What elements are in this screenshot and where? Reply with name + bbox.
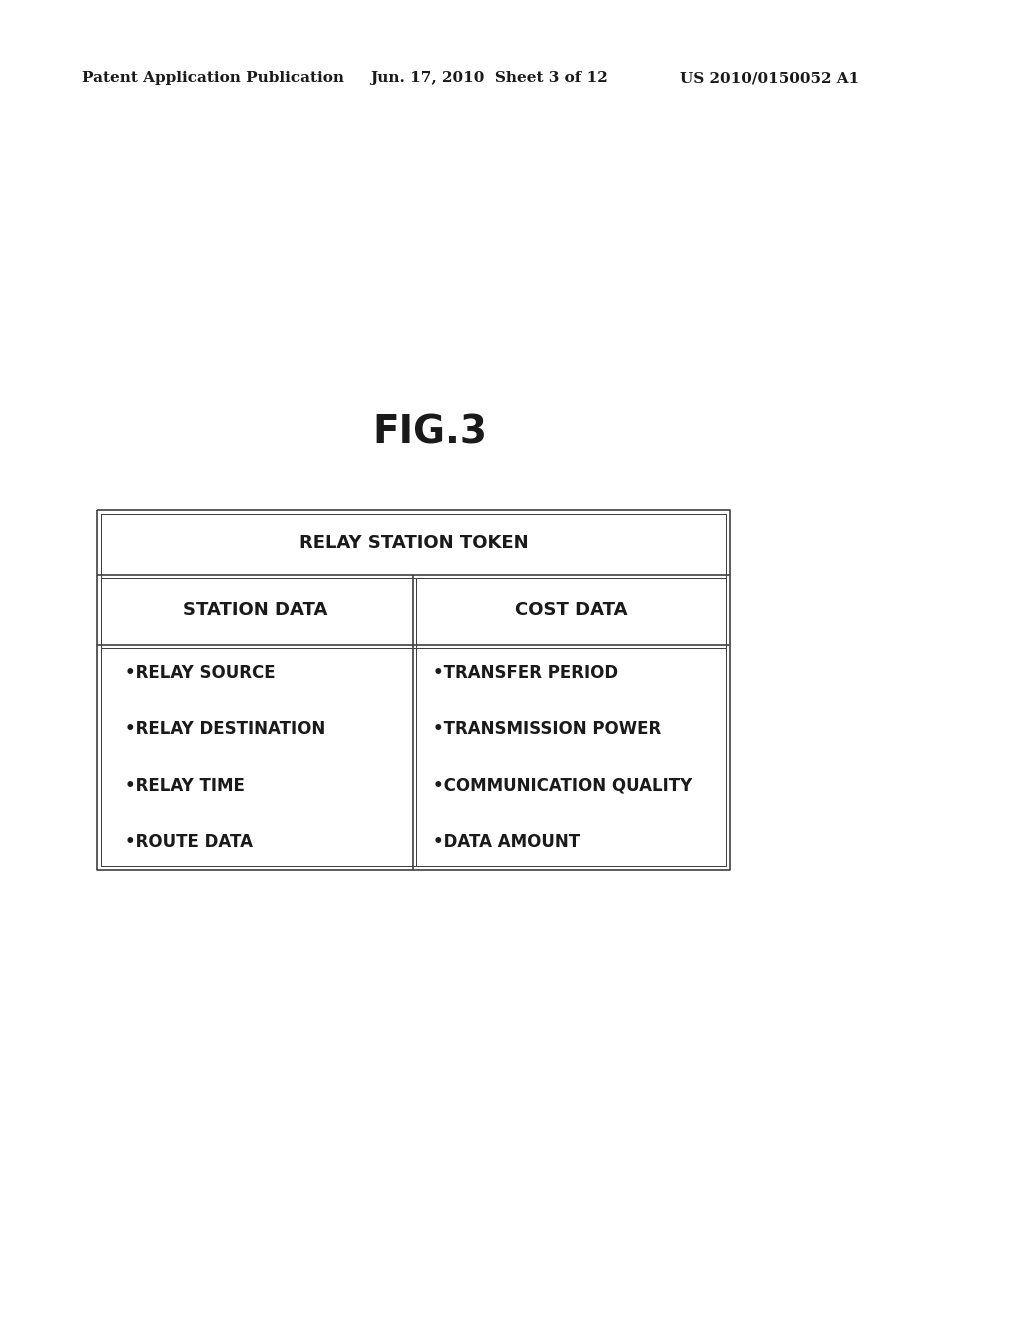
Text: STATION DATA: STATION DATA <box>183 601 328 619</box>
Text: COST DATA: COST DATA <box>515 601 628 619</box>
Text: Patent Application Publication: Patent Application Publication <box>82 71 344 84</box>
Text: •DATA AMOUNT: •DATA AMOUNT <box>433 833 581 851</box>
Text: •TRANSMISSION POWER: •TRANSMISSION POWER <box>433 721 662 738</box>
Text: US 2010/0150052 A1: US 2010/0150052 A1 <box>680 71 859 84</box>
Text: RELAY STATION TOKEN: RELAY STATION TOKEN <box>299 533 528 552</box>
Text: •COMMUNICATION QUALITY: •COMMUNICATION QUALITY <box>433 776 692 795</box>
Text: •ROUTE DATA: •ROUTE DATA <box>125 833 253 851</box>
Text: Jun. 17, 2010  Sheet 3 of 12: Jun. 17, 2010 Sheet 3 of 12 <box>370 71 608 84</box>
Text: •RELAY DESTINATION: •RELAY DESTINATION <box>125 721 326 738</box>
Text: •RELAY TIME: •RELAY TIME <box>125 776 245 795</box>
Text: FIG.3: FIG.3 <box>373 413 487 451</box>
Text: •RELAY SOURCE: •RELAY SOURCE <box>125 664 275 682</box>
Text: •TRANSFER PERIOD: •TRANSFER PERIOD <box>433 664 618 682</box>
